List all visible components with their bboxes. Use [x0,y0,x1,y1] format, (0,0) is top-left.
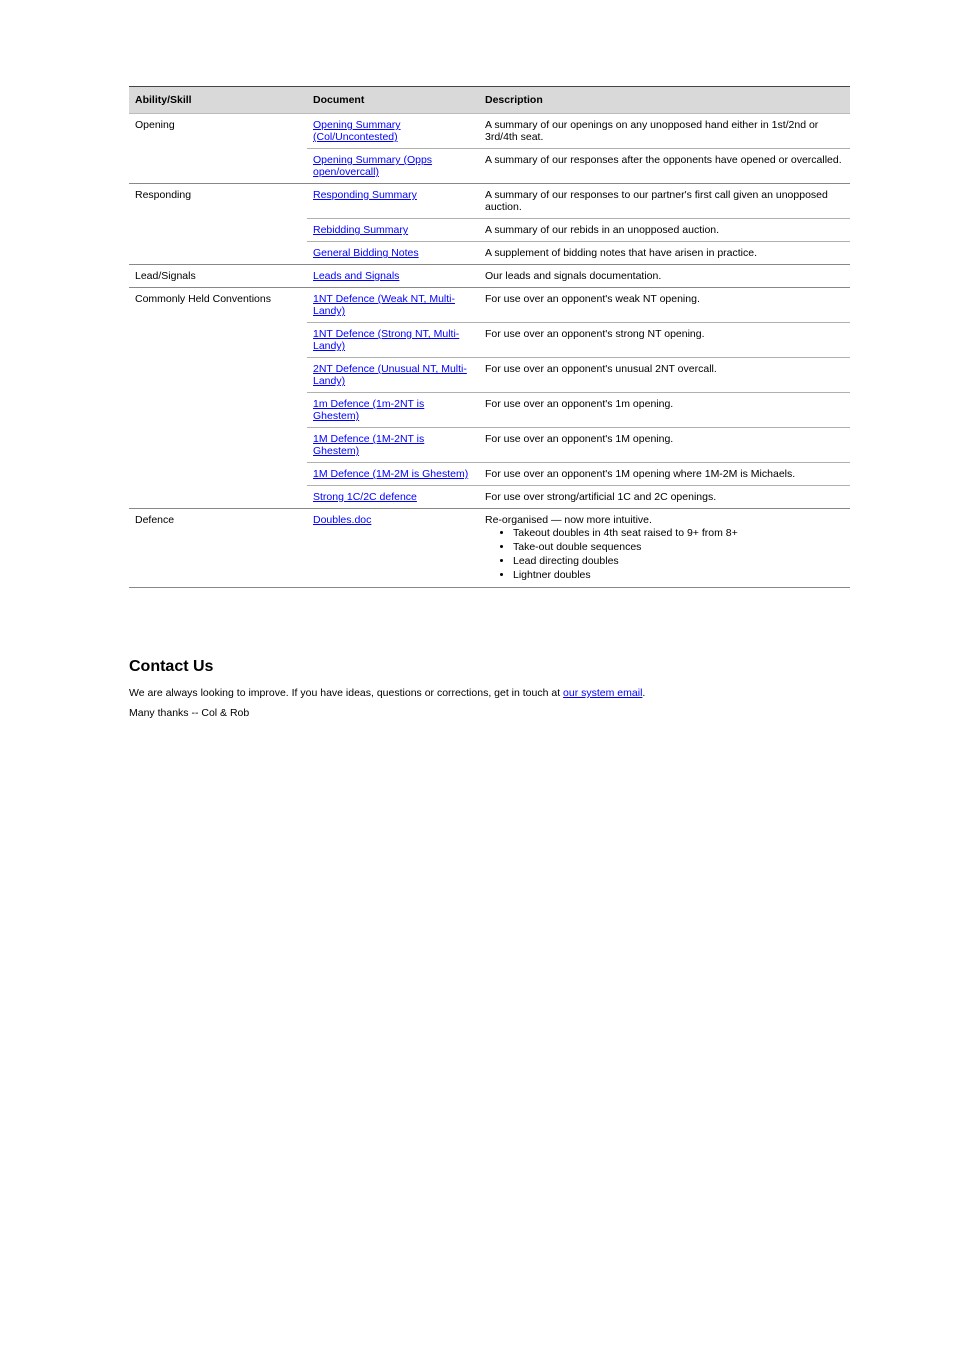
desc-cell: Our leads and signals documentation. [479,265,850,288]
doc-cell: 1M Defence (1M-2NT is Ghestem) [307,428,479,463]
desc-cell: For use over an opponent's 1M opening wh… [479,463,850,486]
doc-cell: 1NT Defence (Weak NT, Multi-Landy) [307,288,479,323]
desc-cell: For use over an opponent's 1m opening. [479,393,850,428]
desc-cell: For use over an opponent's unusual 2NT o… [479,358,850,393]
doc-cell: Rebidding Summary [307,219,479,242]
doc-cell: 1m Defence (1m-2NT is Ghestem) [307,393,479,428]
bullet-item: Lightner doubles [513,568,844,582]
table-row: RespondingResponding SummaryA summary of… [129,184,850,219]
group-label: Lead/Signals [129,265,307,288]
doc-link[interactable]: 1M Defence (1M-2NT is Ghestem) [313,433,424,457]
doc-link[interactable]: General Bidding Notes [313,247,419,259]
contact-heading: Contact Us [129,658,850,676]
table-row: OpeningOpening Summary (Col/Uncontested)… [129,114,850,149]
doc-cell: Strong 1C/2C defence [307,486,479,509]
desc-cell: A supplement of bidding notes that have … [479,242,850,265]
doc-cell: Opening Summary (Col/Uncontested) [307,114,479,149]
bullet-item: Takeout doubles in 4th seat raised to 9+… [513,526,844,540]
col-document: Document [307,87,479,114]
doc-link[interactable]: 1NT Defence (Weak NT, Multi-Landy) [313,293,455,317]
doc-link[interactable]: Doubles.doc [313,514,371,526]
group-label: Opening [129,114,307,184]
doc-cell: General Bidding Notes [307,242,479,265]
desc-cell: Re-organised — now more intuitive.Takeou… [479,509,850,588]
group-label: Responding [129,184,307,265]
contact-line2: Many thanks -- Col & Rob [129,706,850,720]
doc-cell: 2NT Defence (Unusual NT, Multi-Landy) [307,358,479,393]
desc-cell: For use over an opponent's 1M opening. [479,428,850,463]
contact-section: Contact Us We are always looking to impr… [129,658,850,720]
doc-link[interactable]: Responding Summary [313,189,417,201]
group-label: Commonly Held Conventions [129,288,307,509]
contact-email-link[interactable]: our system email [563,687,642,699]
table-row: Commonly Held Conventions1NT Defence (We… [129,288,850,323]
desc-bullets: Takeout doubles in 4th seat raised to 9+… [485,526,844,582]
doc-cell: Doubles.doc [307,509,479,588]
doc-cell: Leads and Signals [307,265,479,288]
doc-cell: Opening Summary (Opps open/overcall) [307,149,479,184]
doc-cell: Responding Summary [307,184,479,219]
doc-link[interactable]: 1M Defence (1M-2M is Ghestem) [313,468,468,480]
desc-cell: A summary of our openings on any unoppos… [479,114,850,149]
desc-cell: For use over an opponent's strong NT ope… [479,323,850,358]
table-row: Defence Doubles.doc Re-organised — now mor… [129,509,850,588]
desc-pre: Re-organised — now more intuitive. [485,514,844,526]
desc-cell: For use over an opponent's weak NT openi… [479,288,850,323]
group-label: Defence [129,509,307,588]
convention-table: Ability/Skill Document Description Openi… [129,86,850,588]
doc-cell: 1M Defence (1M-2M is Ghestem) [307,463,479,486]
doc-link[interactable]: 1NT Defence (Strong NT, Multi-Landy) [313,328,459,352]
col-ability: Ability/Skill [129,87,307,114]
table-row: Lead/Signals Leads and Signals Our leads a… [129,265,850,288]
doc-link[interactable]: Leads and Signals [313,270,399,282]
table-header-row: Ability/Skill Document Description [129,87,850,114]
desc-cell: For use over strong/artificial 1C and 2C… [479,486,850,509]
bullet-item: Take-out double sequences [513,540,844,554]
contact-line1: We are always looking to improve. If you… [129,686,850,700]
doc-link[interactable]: Strong 1C/2C defence [313,491,417,503]
desc-cell: A summary of our rebids in an unopposed … [479,219,850,242]
doc-link[interactable]: Opening Summary (Opps open/overcall) [313,154,432,178]
col-description: Description [479,87,850,114]
doc-link[interactable]: 1m Defence (1m-2NT is Ghestem) [313,398,424,422]
bullet-item: Lead directing doubles [513,554,844,568]
doc-cell: 1NT Defence (Strong NT, Multi-Landy) [307,323,479,358]
doc-link[interactable]: Opening Summary (Col/Uncontested) [313,119,401,143]
doc-link[interactable]: 2NT Defence (Unusual NT, Multi-Landy) [313,363,467,387]
desc-cell: A summary of our responses to our partne… [479,184,850,219]
doc-link[interactable]: Rebidding Summary [313,224,408,236]
desc-cell: A summary of our responses after the opp… [479,149,850,184]
